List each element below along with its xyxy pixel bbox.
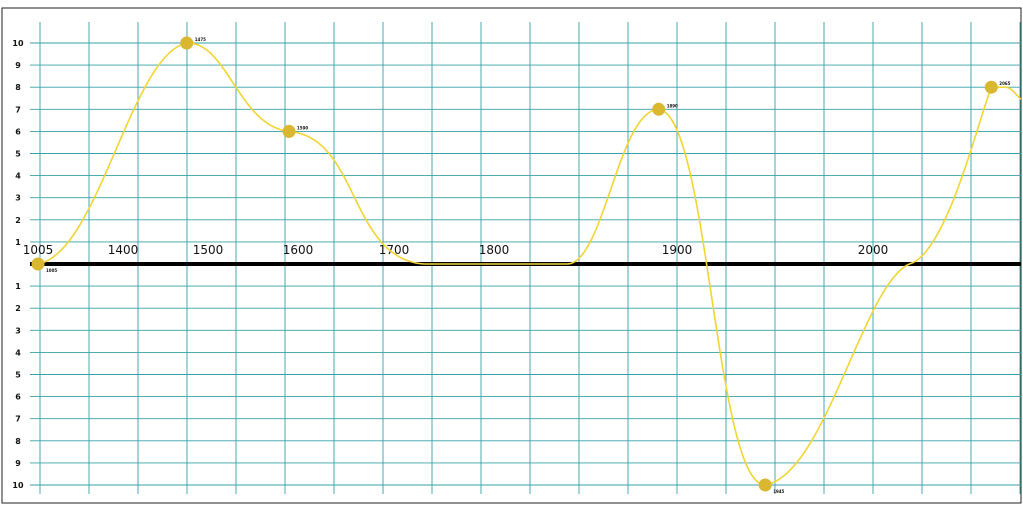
data-point-marker[interactable]: [180, 36, 194, 50]
y-tick-label: 10: [12, 481, 24, 490]
data-point-label: 1890: [667, 103, 678, 108]
data-point-marker[interactable]: [282, 124, 296, 138]
data-point-label: 1945: [773, 489, 784, 494]
data-point-marker[interactable]: [984, 80, 998, 94]
x-tick-label: 1400: [108, 243, 139, 257]
x-tick-label: 1600: [283, 243, 314, 257]
x-tick-label: 1500: [193, 243, 224, 257]
data-points: 1005 1475 1590 1890 1945 2065: [31, 36, 1011, 494]
data-point-marker[interactable]: [652, 102, 666, 116]
y-tick-label: 6: [15, 393, 21, 402]
y-tick-label: 5: [15, 371, 21, 380]
x-tick-label: 1800: [479, 243, 510, 257]
y-tick-label: 4: [15, 172, 21, 181]
data-point-marker[interactable]: [758, 478, 772, 492]
y-tick-label: 2: [15, 216, 21, 225]
y-tick-label: 3: [15, 194, 21, 203]
y-tick-label: 7: [15, 105, 21, 114]
grid: [30, 22, 1021, 494]
y-tick-label: 8: [15, 437, 21, 446]
y-tick-label: 2: [15, 304, 21, 313]
y-tick-label: 8: [15, 83, 21, 92]
data-point-label: 2065: [999, 81, 1010, 86]
y-tick-label: 4: [15, 348, 21, 357]
y-tick-label: 1: [15, 238, 21, 247]
data-point-label: 1590: [297, 125, 308, 130]
data-point-label: 1475: [195, 37, 206, 42]
y-tick-labels: 1 2 3 4 5 6 7 8 9 10 1 2 3 4 5 6 7 8 9 10: [12, 39, 24, 490]
y-tick-label: 10: [12, 39, 24, 48]
y-tick-label: 1: [15, 282, 21, 291]
y-tick-label: 6: [15, 127, 21, 136]
x-tick-label: 1900: [662, 243, 693, 257]
x-tick-label: 2000: [858, 243, 889, 257]
data-point-label: 1005: [46, 268, 57, 273]
x-tick-label: 1005: [23, 243, 54, 257]
y-tick-label: 5: [15, 150, 21, 159]
y-tick-label: 9: [15, 459, 21, 468]
chart-frame: [1, 7, 1022, 504]
data-point-marker[interactable]: [31, 257, 45, 271]
y-tick-label: 9: [15, 61, 21, 70]
y-tick-label: 7: [15, 415, 21, 424]
y-tick-label: 3: [15, 326, 21, 335]
